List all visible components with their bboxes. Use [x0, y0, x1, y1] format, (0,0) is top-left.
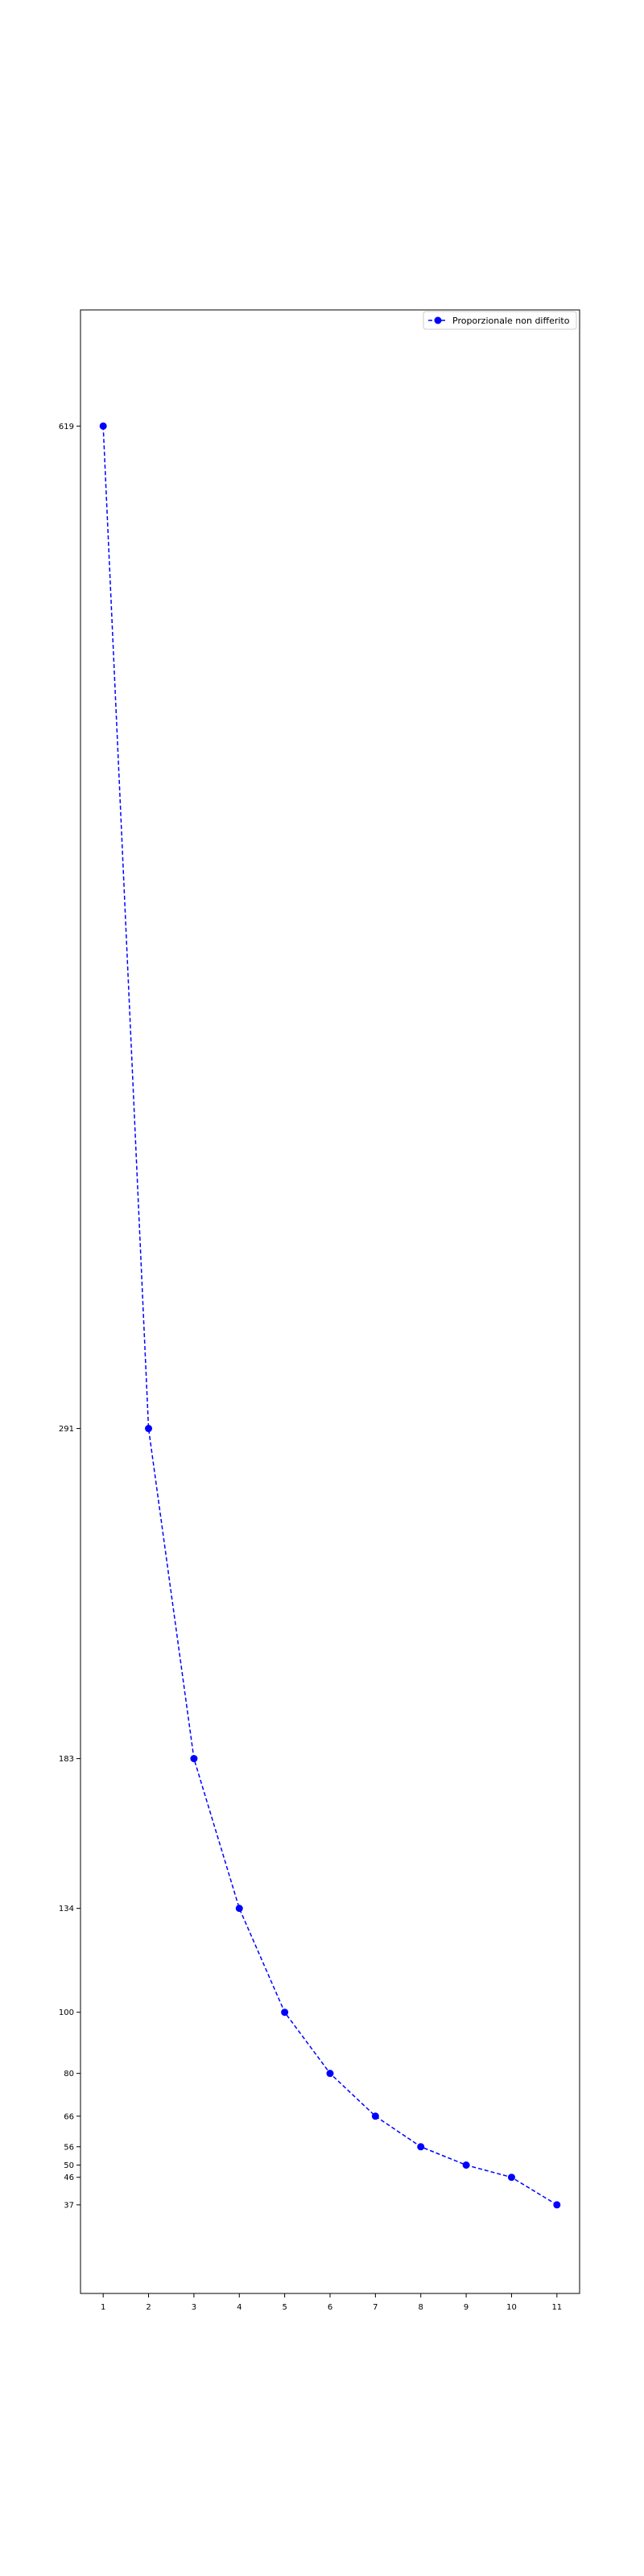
- y-tick-label: 50: [64, 2161, 74, 2170]
- y-tick-label: 134: [59, 1905, 74, 1913]
- legend-label: Proporzionale non differito: [452, 316, 570, 326]
- plot-frame: [80, 309, 580, 2294]
- data-point: [145, 1425, 153, 1433]
- plot-background: [80, 310, 580, 2293]
- x-tick-label: 7: [373, 2303, 378, 2312]
- x-tick-label: 9: [464, 2303, 469, 2312]
- data-point: [99, 422, 107, 430]
- x-tick-label: 11: [551, 2303, 562, 2312]
- x-tick-label: 5: [282, 2303, 287, 2312]
- data-point: [417, 2143, 425, 2151]
- data-point: [235, 1905, 243, 1913]
- x-tick-label: 10: [506, 2303, 517, 2312]
- series-layer: [99, 422, 561, 2209]
- data-point: [326, 2070, 334, 2078]
- data-point: [553, 2201, 561, 2209]
- y-tick-label: 619: [59, 423, 74, 431]
- data-point: [371, 2112, 379, 2120]
- y-tick-label: 183: [59, 1755, 74, 1764]
- legend-marker: [434, 316, 442, 324]
- x-axis: 1 2 3 4 5 6 7 8 9 10 11: [101, 2293, 562, 2312]
- x-tick-label: 8: [419, 2303, 423, 2312]
- y-tick-label: 80: [64, 2070, 74, 2079]
- data-point: [281, 2008, 289, 2017]
- x-tick-label: 2: [146, 2303, 151, 2312]
- x-tick-label: 4: [237, 2303, 242, 2312]
- data-point: [507, 2174, 515, 2182]
- x-tick-label: 1: [101, 2303, 105, 2312]
- y-tick-label: 291: [59, 1425, 74, 1434]
- legend-box: [423, 311, 577, 330]
- y-tick-label: 37: [64, 2201, 74, 2210]
- y-tick-label: 66: [64, 2112, 74, 2121]
- y-tick-label: 100: [59, 2008, 74, 2017]
- y-tick-label: 46: [64, 2174, 74, 2182]
- x-tick-label: 3: [192, 2303, 196, 2312]
- legend: Proporzionale non differito: [423, 311, 577, 330]
- data-point: [190, 1755, 198, 1763]
- data-point: [462, 2161, 470, 2169]
- y-axis: 619 291 183 134 100 80 66 56 50 46 37: [59, 423, 80, 2210]
- y-tick-label: 56: [64, 2143, 74, 2152]
- x-tick-label: 6: [328, 2303, 332, 2312]
